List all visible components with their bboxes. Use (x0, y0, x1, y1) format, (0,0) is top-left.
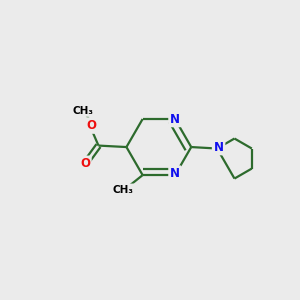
Text: O: O (87, 119, 97, 132)
Text: CH₃: CH₃ (113, 185, 134, 195)
Text: N: N (170, 167, 180, 180)
Text: CH₃: CH₃ (72, 106, 93, 116)
Text: O: O (80, 157, 90, 170)
Text: N: N (214, 141, 224, 154)
Text: N: N (170, 112, 180, 125)
